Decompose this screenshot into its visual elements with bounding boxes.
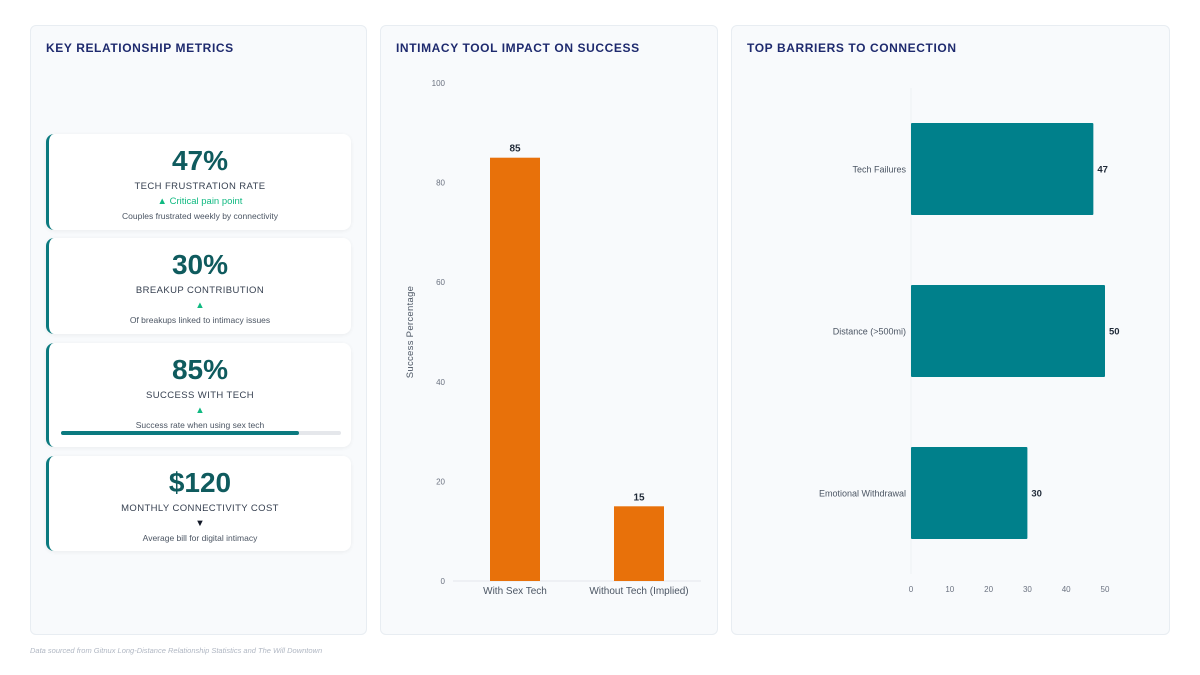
trend-down-icon: ▼ bbox=[195, 518, 205, 529]
impact-bar-chart: 0 20 40 60 80 100 Success Percentage 85 With Sex… bbox=[405, 79, 701, 597]
y-tick-label: 20 bbox=[436, 477, 445, 486]
metrics-panel-title: KEY RELATIONSHIP METRICS bbox=[46, 41, 234, 55]
impact-chart-panel: INTIMACY TOOL IMPACT ON SUCCESS 0 20 40 60 8… bbox=[380, 25, 718, 635]
metric-value: 30% bbox=[171, 249, 229, 280]
y-tick-label: 80 bbox=[436, 179, 445, 188]
bar bbox=[490, 157, 540, 581]
impact-chart-title: INTIMACY TOOL IMPACT ON SUCCESS bbox=[396, 41, 640, 55]
metric-description: Couples frustrated weekly by connectivit… bbox=[122, 211, 278, 221]
x-tick-label: Without Tech (Implied) bbox=[589, 586, 688, 597]
success-progress-fill bbox=[61, 431, 299, 435]
x-tick-label: 10 bbox=[945, 585, 954, 594]
metric-card-tech-frustration: 47% TECH FRUSTRATION RATE ▲ Critical pai… bbox=[46, 134, 351, 230]
barriers-chart-title: TOP BARRIERS TO CONNECTION bbox=[747, 41, 957, 55]
barriers-bar-chart: 0 10 20 30 40 50 47 Tech Failures 50 Distance (>5… bbox=[819, 88, 1120, 594]
bar-value-label: 50 bbox=[1109, 327, 1120, 338]
y-tick-label: 100 bbox=[432, 79, 446, 88]
metrics-panel: KEY RELATIONSHIP METRICS 47% TECH FRUSTR… bbox=[30, 25, 367, 635]
metric-label: TECH FRUSTRATION RATE bbox=[134, 181, 266, 192]
trend-up-icon: ▲ bbox=[195, 405, 205, 416]
bar-value-label: 47 bbox=[1097, 165, 1108, 176]
metric-trend: ▲ bbox=[49, 300, 351, 312]
metric-value: 47% bbox=[171, 145, 229, 176]
metric-trend: ▲ bbox=[49, 405, 351, 417]
y-tick-label: Tech Failures bbox=[852, 165, 906, 175]
y-tick-label: 60 bbox=[436, 278, 445, 287]
x-tick-label: 0 bbox=[909, 585, 914, 594]
y-axis-label: Success Percentage bbox=[405, 286, 416, 379]
x-tick-label: 50 bbox=[1101, 585, 1110, 594]
metric-trend-text: Critical pain point bbox=[169, 196, 243, 207]
bar bbox=[911, 447, 1028, 539]
y-tick-label: 40 bbox=[436, 378, 445, 387]
bar bbox=[911, 285, 1105, 377]
bar-value-label: 85 bbox=[509, 144, 521, 155]
metric-description: Success rate when using sex tech bbox=[135, 420, 265, 430]
bar bbox=[911, 123, 1094, 215]
metric-description: Average bill for digital intimacy bbox=[142, 533, 258, 543]
bar-value-label: 30 bbox=[1031, 489, 1042, 500]
barriers-chart-panel: TOP BARRIERS TO CONNECTION 0 10 20 30 40 50 47… bbox=[731, 25, 1170, 635]
y-tick-label: Emotional Withdrawal bbox=[819, 489, 906, 499]
x-tick-label: 20 bbox=[984, 585, 993, 594]
trend-up-icon: ▲ bbox=[157, 196, 167, 207]
success-progress-bar bbox=[61, 431, 341, 435]
metric-trend: ▼ bbox=[49, 518, 351, 530]
metric-trend: ▲ Critical pain point bbox=[49, 196, 351, 208]
metric-value: 85% bbox=[171, 354, 229, 385]
metric-card-success-with-tech: 85% SUCCESS WITH TECH ▲ Success rate whe… bbox=[46, 343, 351, 447]
metric-description: Of breakups linked to intimacy issues bbox=[129, 315, 271, 325]
metric-value: $120 bbox=[168, 467, 232, 498]
metric-card-breakup-contribution: 30% BREAKUP CONTRIBUTION ▲ Of breakups l… bbox=[46, 238, 351, 334]
x-tick-label: 40 bbox=[1062, 585, 1071, 594]
bar-value-label: 15 bbox=[633, 492, 645, 503]
source-note: Data sourced from Gitnux Long-Distance R… bbox=[30, 646, 323, 655]
x-tick-label: With Sex Tech bbox=[483, 586, 547, 597]
metric-label: SUCCESS WITH TECH bbox=[146, 390, 254, 401]
y-tick-label: 0 bbox=[441, 577, 446, 586]
metric-label: BREAKUP CONTRIBUTION bbox=[135, 285, 265, 296]
y-tick-label: Distance (>500mi) bbox=[833, 327, 906, 337]
bar bbox=[614, 506, 664, 581]
trend-up-icon: ▲ bbox=[195, 300, 205, 311]
metric-card-monthly-cost: $120 MONTHLY CONNECTIVITY COST ▼ Average… bbox=[46, 456, 351, 551]
metric-label: MONTHLY CONNECTIVITY COST bbox=[121, 503, 279, 514]
x-tick-label: 30 bbox=[1023, 585, 1032, 594]
